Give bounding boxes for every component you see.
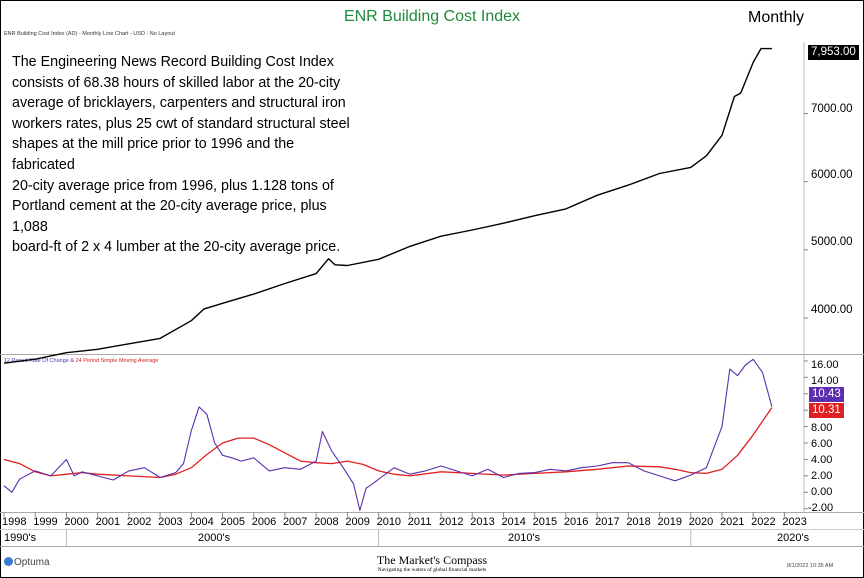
timestamp: 8/1/2022 10:35 AM	[787, 563, 834, 569]
x-axis-year-label: 2015	[532, 516, 558, 528]
x-axis-year-label: 2009	[345, 516, 370, 528]
indicator-legend: 12 Period Rate Of Change & 24 Period Sim…	[4, 358, 158, 364]
x-axis-year-label: 2021	[719, 516, 745, 528]
x-axis-year-label: 2010	[376, 516, 402, 528]
roc-y-tick: 0.00	[811, 486, 833, 498]
x-axis-year-label: 2002	[126, 516, 152, 528]
x-axis-year-label: 2007	[282, 516, 308, 528]
roc-y-tick: 14.00	[811, 375, 839, 387]
x-axis-year-label: 2000	[64, 516, 89, 528]
x-axis-year-label: 2006	[251, 516, 277, 528]
roc-y-tick: 16.00	[811, 359, 839, 371]
decade-label: 2020's	[777, 532, 810, 544]
roc-y-tick: -2.00	[808, 502, 834, 514]
optuma-logo-text: Optuma	[14, 557, 50, 568]
price-y-tick: 7000.00	[811, 103, 853, 115]
chart-title: ENR Building Cost Index	[343, 8, 521, 25]
description-line: Portland cement at the 20-city average p…	[12, 198, 327, 235]
frequency-label: Monthly	[748, 9, 805, 26]
x-axis-year-label: 2003	[158, 516, 183, 528]
roc-y-tick: 2.00	[811, 470, 833, 482]
description-line: board-ft of 2 x 4 lumber at the 20-city …	[12, 239, 341, 256]
x-axis-year-label: 2008	[314, 516, 339, 528]
price-series-line	[3, 47, 772, 364]
legend-separator: &	[68, 358, 76, 364]
sma-series-line	[3, 407, 773, 479]
x-axis-year-label: 2001	[95, 516, 121, 528]
brand-name: The Market's Compass	[376, 553, 488, 567]
sma-legend-label: 24 Period Simple Moving Average	[75, 358, 159, 364]
x-axis-year-label: 1998	[2, 516, 27, 528]
x-axis-year-label: 2020	[688, 516, 714, 528]
x-axis-year-label: 2011	[407, 516, 432, 528]
description-line: The Engineering News Record Building Cos…	[12, 54, 334, 70]
description-line: workers rates, plus 25 cwt of standard s…	[12, 115, 350, 132]
description-line: consists of 68.38 hours of skilled labor…	[12, 74, 341, 91]
description-line: average of bricklayers, carpenters and s…	[12, 95, 346, 112]
x-axis-year-label: 2017	[595, 516, 620, 528]
decade-label: 2000's	[198, 532, 231, 544]
x-axis-year-label: 2018	[626, 516, 651, 528]
price-y-tick: 4000.00	[811, 304, 853, 316]
x-axis-year-label: 2016	[563, 516, 589, 528]
price-y-tick: 6000.00	[811, 169, 853, 181]
roc-y-tick: 6.00	[811, 438, 833, 450]
optuma-logo: Optuma	[4, 557, 50, 568]
roc-legend-label: 12 Period Rate Of Change	[4, 358, 69, 364]
last-price-badge: 7,953.00	[808, 45, 859, 60]
sma-last-badge: 10.31	[809, 403, 844, 418]
x-axis-year-label: 2013	[470, 516, 495, 528]
brand-tagline: Navigating the waters of global financia…	[377, 567, 487, 573]
roc-y-tick: 8.00	[811, 422, 833, 434]
x-axis-year-label: 2014	[501, 516, 526, 528]
x-axis-year-label: 2022	[751, 516, 776, 528]
decade-label: 1990's	[4, 532, 37, 544]
description-line: 20-city average price from 1996, plus 1.…	[12, 177, 334, 194]
price-y-tick: 5000.00	[811, 236, 853, 248]
x-axis-year-label: 2012	[439, 516, 464, 528]
chart-subtitle: ENR Building Cost Index (AD) - Monthly L…	[4, 31, 175, 37]
x-axis-year-label: 2023	[782, 516, 807, 528]
optuma-logo-icon	[4, 557, 13, 566]
description-line: shapes at the mill price prior to 1996 a…	[12, 136, 295, 173]
x-axis-year-label: 1999	[33, 516, 58, 528]
x-axis-year-label: 2004	[189, 516, 214, 528]
x-axis-year-label: 2005	[220, 516, 245, 528]
description-text: The Engineering News Record Building Cos…	[12, 52, 357, 258]
roc-series-line	[3, 358, 773, 511]
x-axis-year-label: 2019	[657, 516, 682, 528]
decade-label: 2010's	[508, 532, 541, 544]
roc-last-badge: 10.43	[809, 387, 844, 402]
roc-y-tick: 4.00	[811, 454, 833, 466]
